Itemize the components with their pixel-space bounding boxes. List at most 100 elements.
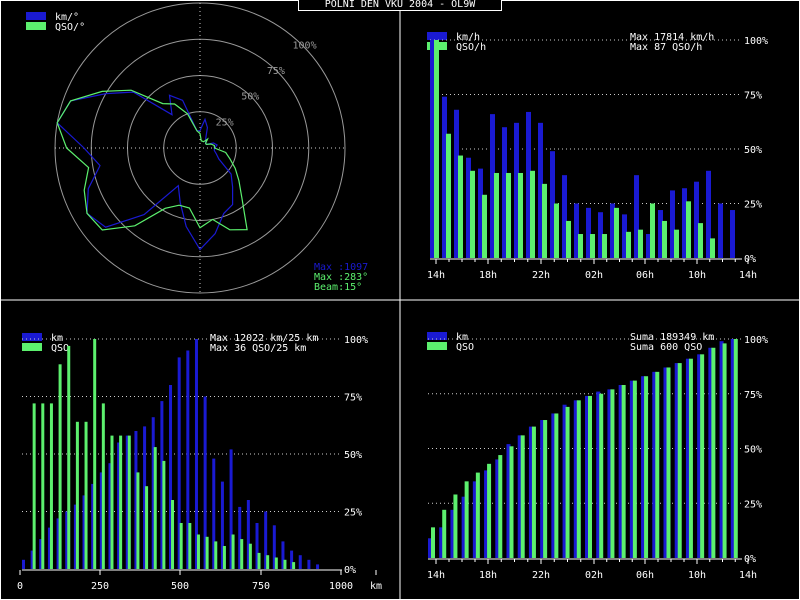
cumulative-bar-a-5 <box>484 470 489 558</box>
distance-bar-b-1 <box>32 403 36 569</box>
distance-bar-a-18 <box>177 357 181 569</box>
distance-bar-b-10 <box>110 435 114 569</box>
cumulative-bar-a-23 <box>685 358 690 558</box>
distance-bar-b-7 <box>84 421 88 569</box>
hourly-bar-a-15 <box>610 203 615 258</box>
cumulative-bar-a-16 <box>607 389 612 558</box>
hourly-bar-a-4 <box>478 168 483 258</box>
distance-bar-b-31 <box>292 562 296 569</box>
cumulative-x-tick-label-5: 10h <box>688 570 706 581</box>
cumulative-bar-a-18 <box>629 380 634 558</box>
hourly-bar-b-4 <box>482 194 487 258</box>
cumulative-bar-b-20 <box>655 371 660 558</box>
hourly-bar-a-21 <box>682 188 687 258</box>
polar-series-km <box>56 91 234 251</box>
cumulative-bar-b-18 <box>632 380 637 558</box>
cumulative-bar-b-19 <box>644 376 649 558</box>
cumulative-bar-b-1 <box>442 509 447 558</box>
cumulative-bar-b-6 <box>498 455 503 558</box>
hourly-bar-a-7 <box>514 122 519 258</box>
distance-bar-a-19 <box>186 350 190 569</box>
polar-ring-label-4: 100% <box>293 40 317 51</box>
hourly-bar-b-15 <box>614 207 619 258</box>
distance-bar-a-4 <box>56 518 60 569</box>
cumulative-x-tick-label-1: 18h <box>479 570 497 581</box>
hourly-bar-a-11 <box>562 175 567 258</box>
hourly-x-tick-label-3: 02h <box>585 270 603 281</box>
cumulative-bar-b-11 <box>554 413 559 558</box>
distance-y-tick-label-4: 100% <box>344 335 368 346</box>
distance-bar-a-3 <box>47 527 51 569</box>
hourly-bar-a-23 <box>706 170 711 258</box>
hourly-stat-1: Max 87 QSO/h <box>630 42 702 53</box>
cumulative-bar-b-0 <box>431 527 435 558</box>
distance-bar-a-16 <box>160 401 164 569</box>
distance-bar-a-22 <box>212 458 216 569</box>
cumulative-x-tick-label-2: 22h <box>532 570 550 581</box>
distance-bar-a-9 <box>99 472 103 569</box>
cumulative-bar-a-10 <box>540 420 545 558</box>
distance-bar-b-9 <box>101 403 105 569</box>
distance-bar-b-30 <box>283 559 287 569</box>
cumulative-bar-a-24 <box>697 354 702 558</box>
hourly-bar-a-12 <box>574 203 579 258</box>
distance-bar-b-13 <box>136 472 140 569</box>
polar-stat-0: Max :1097 <box>314 262 368 273</box>
hourly-x-tick-label-4: 06h <box>636 270 654 281</box>
distance-bar-a-28 <box>264 511 268 569</box>
distance-bar-b-17 <box>171 500 175 569</box>
hourly-x-tick-label-0: 14h <box>427 270 445 281</box>
cumulative-stat-1: Suma 600 QSO <box>630 342 702 353</box>
hourly-legend-label-1: QSO/h <box>456 42 486 53</box>
cumulative-bar-a-25 <box>708 347 713 558</box>
cumulative-bar-a-4 <box>472 481 477 558</box>
hourly-bar-a-18 <box>646 234 651 258</box>
cumulative-bar-a-19 <box>641 376 646 558</box>
distance-bar-a-0 <box>22 559 25 569</box>
hourly-bar-b-3 <box>470 170 475 258</box>
distance-bar-a-12 <box>125 435 129 569</box>
hourly-bar-a-20 <box>670 190 675 258</box>
hourly-x-tick-label-1: 18h <box>479 270 497 281</box>
cumulative-bar-b-25 <box>711 347 716 558</box>
hourly-bar-b-23 <box>710 238 715 258</box>
hourly-y-tick-label-1: 25% <box>744 200 762 211</box>
cumulative-bar-a-11 <box>551 413 556 558</box>
hourly-bar-b-10 <box>554 203 559 258</box>
hourly-bar-a-1 <box>442 96 447 259</box>
distance-bar-b-5 <box>67 345 71 569</box>
polar-ring-label-2: 50% <box>241 92 259 103</box>
distance-bar-a-11 <box>117 442 121 569</box>
hourly-bar-b-18 <box>650 203 655 258</box>
distance-bar-b-11 <box>119 435 123 569</box>
cumulative-bar-a-9 <box>528 426 533 558</box>
hourly-bar-a-13 <box>586 207 591 258</box>
distance-bar-a-33 <box>307 559 311 569</box>
cumulative-x-tick-label-4: 06h <box>636 570 654 581</box>
distance-legend-swatch-0 <box>22 333 42 341</box>
cumulative-bar-b-26 <box>722 343 727 558</box>
hourly-bar-b-5 <box>494 172 499 258</box>
polar-legend-label-0: km/° <box>55 12 79 23</box>
cumulative-y-tick-label-1: 25% <box>744 499 762 510</box>
distance-bar-b-20 <box>196 534 200 569</box>
distance-bar-b-24 <box>231 534 235 569</box>
hourly-y-tick-label-2: 50% <box>744 145 762 156</box>
distance-bar-b-2 <box>41 403 45 569</box>
hourly-bar-a-14 <box>598 212 603 258</box>
distance-bar-a-26 <box>246 500 250 569</box>
hourly-bar-a-10 <box>550 151 555 258</box>
distance-y-tick-label-0: 0% <box>344 565 356 576</box>
hourly-bar-b-1 <box>446 133 451 258</box>
distance-bar-a-21 <box>203 396 207 569</box>
cumulative-bar-a-17 <box>618 384 623 558</box>
distance-bar-b-14 <box>145 486 149 569</box>
cumulative-bar-a-26 <box>719 341 724 558</box>
distance-bar-a-29 <box>272 525 276 569</box>
hourly-y-tick-label-3: 75% <box>744 91 762 102</box>
cumulative-bar-b-24 <box>700 354 705 558</box>
polar-stat-2: Beam:15° <box>314 282 362 293</box>
cumulative-bar-b-2 <box>453 494 458 558</box>
distance-x-tick-label-5: km <box>370 581 382 592</box>
